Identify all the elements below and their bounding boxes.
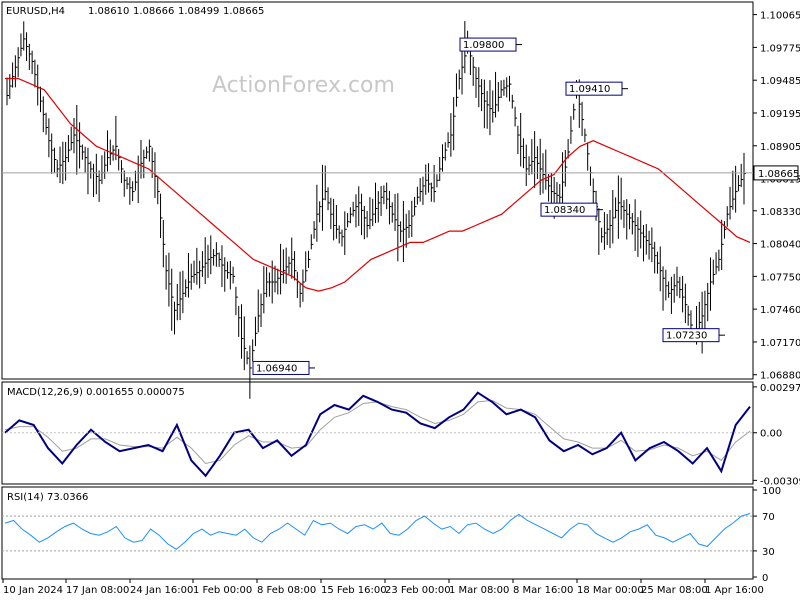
price-tick-label: 1.09485 <box>760 76 800 87</box>
high-value: 1.08666 <box>133 6 174 17</box>
price-axis: 1.10065 1.09775 1.09485 1.09195 1.08905 1.086… <box>753 11 800 382</box>
price-series <box>2 21 753 399</box>
moving-average-line <box>5 77 751 292</box>
rsi-tick-label: 30 <box>762 547 775 558</box>
price-tick-label: 1.08905 <box>760 142 800 153</box>
price-tick-label: 1.06880 <box>760 371 800 382</box>
macd-tick-label: 0.00 <box>760 429 782 440</box>
rsi-axis: 100 70 30 0 <box>753 486 781 584</box>
time-tick-label: 8 Feb 08:00 <box>257 585 316 596</box>
level-label: 1.08340 <box>544 205 585 216</box>
level-label: 1.09800 <box>463 40 504 51</box>
current-price-label: 1.08665 <box>758 169 799 180</box>
low-value: 1.08499 <box>178 6 219 17</box>
price-tick-label: 1.07170 <box>760 338 800 349</box>
macd-line <box>4 391 751 478</box>
rsi-tick-label: 70 <box>762 512 775 523</box>
watermark: ActionForex.com <box>212 73 395 98</box>
macd-tick-label: -0.003093 <box>760 476 800 487</box>
rsi-line <box>4 513 751 550</box>
level-label: 1.06940 <box>256 363 297 374</box>
macd-series <box>2 391 753 478</box>
time-tick-label: 1 Mar 08:00 <box>449 585 509 596</box>
rsi-panel <box>1 486 754 580</box>
rsi-tick-label: 100 <box>762 486 781 497</box>
time-tick-label: 25 Mar 08:00 <box>641 585 708 596</box>
price-tick-label: 1.07460 <box>760 305 800 316</box>
time-axis: 10 Jan 2024 17 Jan 08:00 24 Jan 16:00 1 Feb… <box>2 579 764 596</box>
price-tick-label: 1.09775 <box>760 43 800 54</box>
time-tick-label: 24 Jan 16:00 <box>130 585 193 596</box>
price-tick-label: 1.08040 <box>760 240 800 251</box>
time-tick-label: 10 Jan 2024 <box>3 585 63 596</box>
price-panel <box>1 1 754 380</box>
time-tick-label: 15 Feb 16:00 <box>321 585 387 596</box>
time-tick-label: 18 Mar 00:00 <box>577 585 644 596</box>
price-header: EURUSD,H4 1.08610 1.08666 1.08499 1.0866… <box>6 6 264 17</box>
time-tick-label: 8 Mar 16:00 <box>513 585 573 596</box>
price-tick-label: 1.08330 <box>760 207 800 218</box>
time-tick-label: 23 Feb 00:00 <box>385 585 451 596</box>
open-value: 1.08610 <box>88 6 129 17</box>
current-price-marker <box>753 165 799 181</box>
time-tick-label: 17 Jan 08:00 <box>66 585 129 596</box>
rsi-series <box>2 513 753 552</box>
price-annotations: 1.09800 1.09410 1.08340 1.06940 1.07230 <box>252 37 725 375</box>
macd-axis: 0.002979 0.00 -0.003093 <box>753 383 800 487</box>
time-tick-label: 1 Apr 16:00 <box>705 585 764 596</box>
level-label: 1.07230 <box>666 331 707 342</box>
close-value: 1.08665 <box>223 6 264 17</box>
time-tick-label: 1 Feb 00:00 <box>193 585 252 596</box>
macd-tick-label: 0.002979 <box>760 383 800 394</box>
rsi-title: RSI(14) 73.0366 <box>7 492 88 503</box>
symbol-label: EURUSD,H4 <box>6 6 65 17</box>
macd-title: MACD(12,26,9) 0.001655 0.000075 <box>7 387 185 398</box>
price-tick-label: 1.09195 <box>760 109 800 120</box>
rsi-tick-label: 0 <box>762 573 768 584</box>
price-tick-label: 1.10065 <box>760 11 800 22</box>
level-label: 1.09410 <box>569 84 610 95</box>
price-tick-label: 1.07750 <box>760 272 800 283</box>
